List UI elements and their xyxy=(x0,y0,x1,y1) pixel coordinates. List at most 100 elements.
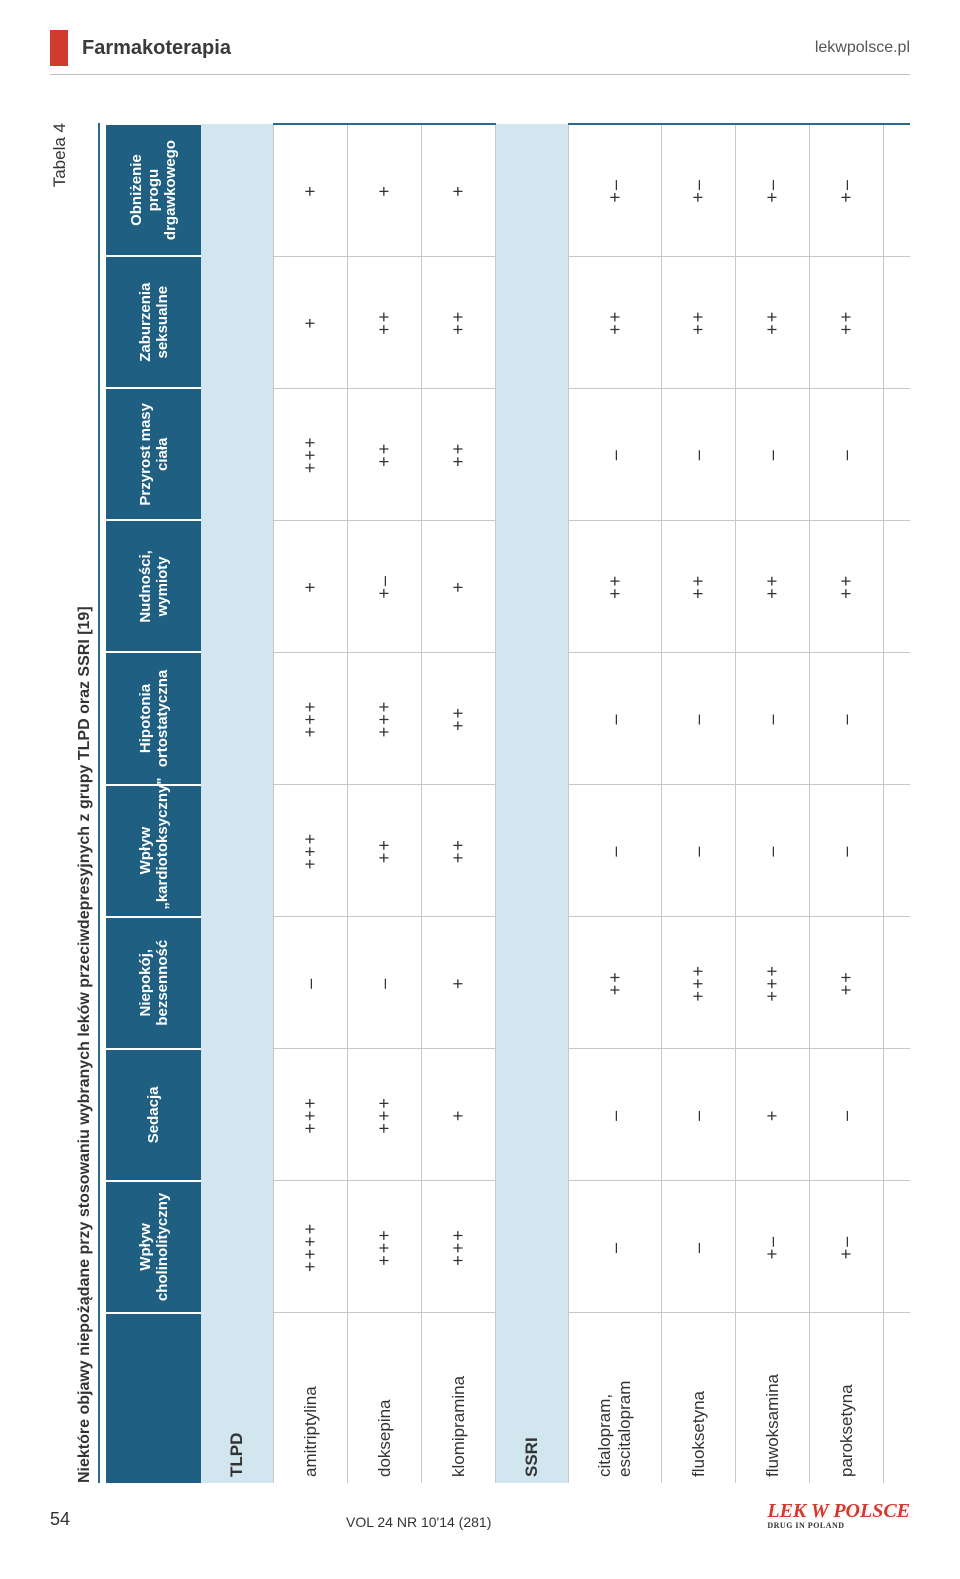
column-header xyxy=(106,1313,201,1483)
brand-name: LEK W POLSCE xyxy=(767,1500,910,1522)
cell-value: – xyxy=(662,388,736,520)
column-header: Obniżenie progu drgawkowego xyxy=(106,124,201,256)
table-rotated-container: Tabela 4 Niektóre objawy niepożądane prz… xyxy=(50,123,910,1483)
page-content: Farmakoterapia lekwpolsce.pl Tabela 4 Ni… xyxy=(0,0,960,1483)
drug-name: fluwoksamina xyxy=(736,1313,810,1483)
cell-value: ++ xyxy=(422,256,496,388)
cell-value: – xyxy=(569,652,662,784)
group-label: TLPD xyxy=(201,124,274,1483)
cell-value: – xyxy=(569,1181,662,1313)
cell-value: – xyxy=(274,917,348,1049)
site-url: lekwpolsce.pl xyxy=(815,39,910,57)
cell-value: +++ xyxy=(274,785,348,917)
cell-value: – xyxy=(810,652,884,784)
cell-value: + xyxy=(348,124,422,256)
cell-value: ++ xyxy=(810,256,884,388)
cell-value: + xyxy=(422,1049,496,1181)
table-body: TLPDamitriptylina+++++++–++++++++++++dok… xyxy=(201,124,910,1483)
brand-subtitle: DRUG IN POLAND xyxy=(767,1522,910,1530)
cell-value: – xyxy=(736,388,810,520)
cell-value: ++ xyxy=(736,256,810,388)
column-header: Niepokój, bezsenność xyxy=(106,917,201,1049)
cell-value: – xyxy=(810,1049,884,1181)
table-row: fluwoksamina+–++++––++–+++– xyxy=(736,124,810,1483)
cell-value: ++ xyxy=(348,388,422,520)
cell-value: ++ xyxy=(422,785,496,917)
brand-logo: LEK W POLSCE DRUG IN POLAND xyxy=(767,1501,910,1530)
table-row: paroksetyna+––++––++–+++– xyxy=(810,124,884,1483)
table-row: amitriptylina+++++++–++++++++++++ xyxy=(274,124,348,1483)
accent-block xyxy=(50,30,68,66)
drug-name: citalopram, escitalopram xyxy=(569,1313,662,1483)
cell-value: ++ xyxy=(736,520,810,652)
cell-value: +++ xyxy=(274,652,348,784)
cell-value: ++ xyxy=(569,917,662,1049)
cell-value: – xyxy=(569,1049,662,1181)
drug-name: paroksetyna xyxy=(810,1313,884,1483)
column-header: Sedacja xyxy=(106,1049,201,1181)
cell-value: + xyxy=(422,520,496,652)
cell-value: +++ xyxy=(736,917,810,1049)
cell-value: +– xyxy=(736,124,810,256)
column-header: Wpływ „kardiotoksyczny" xyxy=(106,785,201,917)
cell-value: ++ xyxy=(884,917,911,1049)
column-header: Wpływ cholinolityczny xyxy=(106,1181,201,1313)
cell-value: +++ xyxy=(348,652,422,784)
cell-value: – xyxy=(884,785,911,917)
cell-value: +– xyxy=(569,124,662,256)
table-number-label: Tabela 4 xyxy=(50,123,70,187)
cell-value: + xyxy=(274,256,348,388)
drug-name: fluoksetyna xyxy=(662,1313,736,1483)
cell-value: – xyxy=(736,652,810,784)
cell-value: – xyxy=(662,785,736,917)
cell-value: ++ xyxy=(662,256,736,388)
cell-value: – xyxy=(569,785,662,917)
group-row: TLPD xyxy=(201,124,274,1483)
table-header-row: Wpływ cholinolitycznySedacjaNiepokój, be… xyxy=(106,124,201,1483)
table-row: fluoksetyna––+++––++–+++– xyxy=(662,124,736,1483)
table-row: sertralina+––++––++–+++– xyxy=(884,124,911,1483)
cell-value: – xyxy=(662,652,736,784)
drug-name: sertralina xyxy=(884,1313,911,1483)
cell-value: +++ xyxy=(422,1181,496,1313)
cell-value: ++ xyxy=(348,785,422,917)
cell-value: +– xyxy=(810,124,884,256)
cell-value: + xyxy=(736,1049,810,1181)
volume-info: VOL 24 NR 10'14 (281) xyxy=(346,1514,491,1530)
group-row: SSRI xyxy=(496,124,569,1483)
cell-value: ++ xyxy=(810,520,884,652)
cell-value: + xyxy=(422,124,496,256)
drug-name: doksepina xyxy=(348,1313,422,1483)
page-header: Farmakoterapia lekwpolsce.pl xyxy=(50,30,910,75)
table-row: citalopram, escitalopram––++––++–+++– xyxy=(569,124,662,1483)
cell-value: +++ xyxy=(348,1181,422,1313)
cell-value: – xyxy=(810,785,884,917)
table-label-row: Tabela 4 xyxy=(50,123,70,1483)
cell-value: +++ xyxy=(274,1049,348,1181)
cell-value: – xyxy=(884,652,911,784)
cell-value: – xyxy=(348,917,422,1049)
table-caption: Niektóre objawy niepożądane przy stosowa… xyxy=(76,123,100,1483)
group-label: SSRI xyxy=(496,124,569,1483)
cell-value: ++ xyxy=(422,388,496,520)
cell-value: + xyxy=(422,917,496,1049)
header-left: Farmakoterapia xyxy=(50,30,231,66)
cell-value: +– xyxy=(884,1181,911,1313)
page-number: 54 xyxy=(50,1509,70,1530)
column-header: Hipotonia ortostatyczna xyxy=(106,652,201,784)
cell-value: ++ xyxy=(662,520,736,652)
cell-value: – xyxy=(810,388,884,520)
cell-value: – xyxy=(736,785,810,917)
cell-value: +– xyxy=(736,1181,810,1313)
cell-value: +– xyxy=(884,124,911,256)
cell-value: ++ xyxy=(422,652,496,784)
table-block: Tabela 4 Niektóre objawy niepożądane prz… xyxy=(50,123,910,1483)
column-header: Zaburzenia seksualne xyxy=(106,256,201,388)
cell-value: ++ xyxy=(884,256,911,388)
cell-value: +++ xyxy=(348,1049,422,1181)
cell-value: +– xyxy=(662,124,736,256)
cell-value: ++ xyxy=(810,917,884,1049)
cell-value: +– xyxy=(348,520,422,652)
cell-value: +++ xyxy=(662,917,736,1049)
cell-value: ++ xyxy=(569,256,662,388)
